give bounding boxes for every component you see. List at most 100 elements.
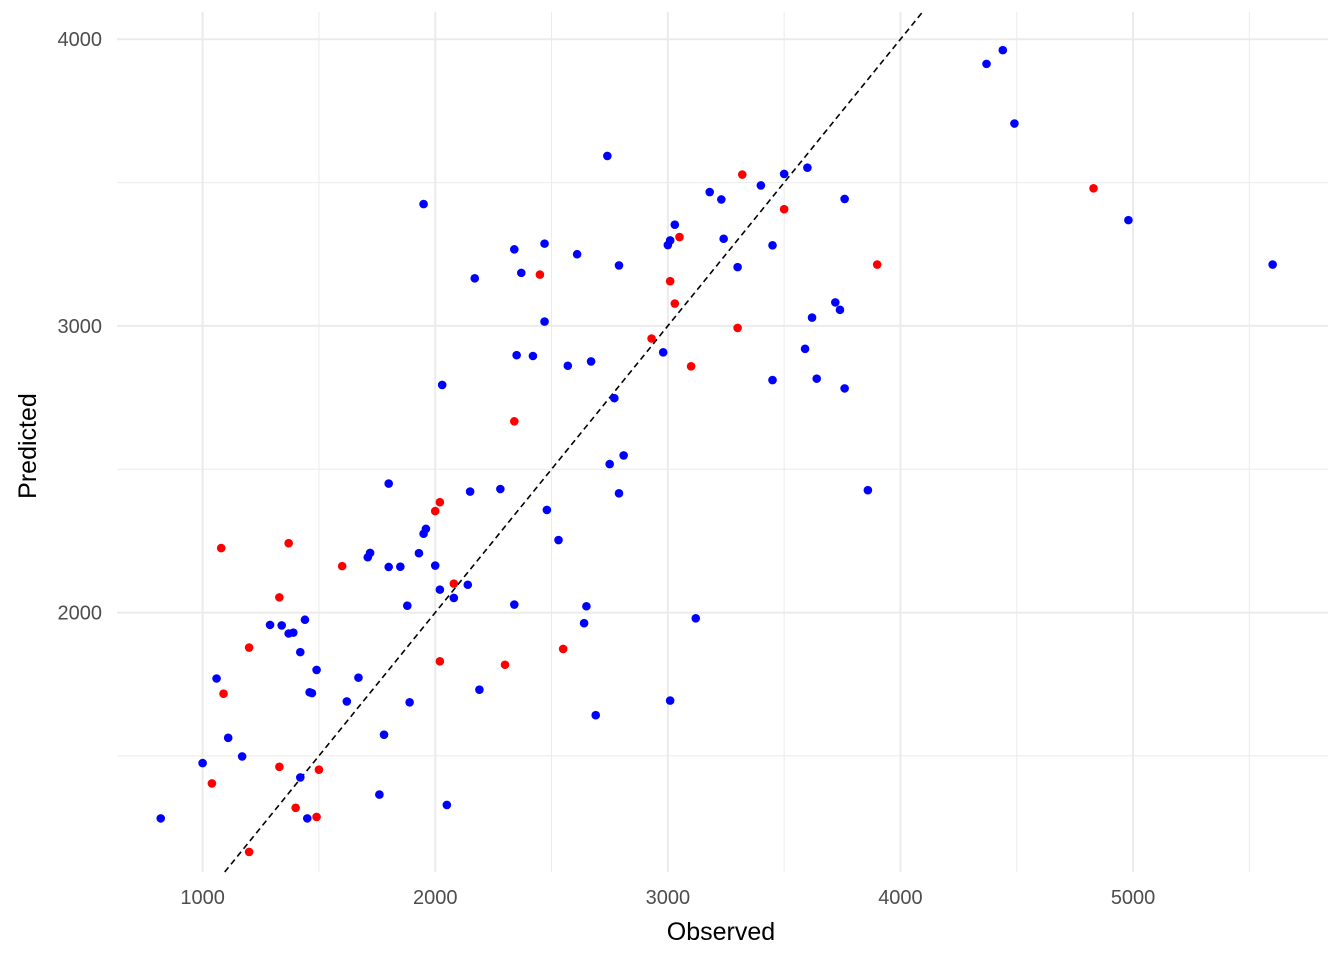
data-point: [207, 779, 217, 788]
data-point: [779, 169, 789, 179]
data-point: [212, 674, 221, 683]
data-point: [572, 249, 582, 259]
data-point: [586, 357, 596, 366]
identity-reference-line: [224, 11, 924, 873]
data-point: [216, 543, 226, 553]
y-axis-title: Predicted: [14, 393, 42, 499]
data-point: [733, 323, 742, 333]
data-point: [835, 305, 845, 315]
data-point: [717, 195, 726, 204]
data-point: [384, 562, 393, 572]
data-point: [737, 170, 747, 179]
data-point: [803, 163, 812, 172]
data-point: [302, 814, 312, 823]
data-point: [807, 313, 817, 322]
data-point: [354, 673, 363, 682]
data-point: [275, 593, 284, 602]
data-point: [300, 615, 310, 625]
data-point: [535, 270, 545, 279]
data-point: [463, 580, 473, 590]
data-point: [670, 220, 680, 230]
minor-gridlines: [117, 12, 1328, 872]
data-point: [563, 361, 573, 371]
data-point: [510, 417, 519, 426]
data-point: [307, 688, 317, 698]
data-point: [337, 561, 347, 571]
data-point: [237, 752, 247, 761]
data-point: [275, 762, 284, 772]
data-point: [554, 535, 563, 545]
data-point: [1010, 119, 1019, 128]
data-point: [405, 697, 414, 707]
data-point: [686, 362, 696, 371]
data-point: [437, 380, 447, 390]
major-gridlines: [117, 12, 1328, 872]
data-point: [435, 497, 445, 507]
data-point: [605, 459, 614, 469]
data-point: [496, 484, 505, 494]
data-point: [982, 59, 991, 69]
data-point: [1268, 260, 1277, 269]
data-point: [812, 374, 822, 383]
data-point: [768, 375, 777, 385]
data-point: [312, 665, 321, 675]
data-point: [223, 733, 233, 743]
data-points: [156, 45, 1277, 857]
data-point: [312, 812, 321, 822]
data-point: [291, 803, 300, 813]
data-point: [614, 489, 624, 498]
data-point: [512, 350, 521, 360]
x-tick-label: 2000: [413, 887, 458, 909]
y-tick-label: 3000: [58, 316, 103, 338]
data-point: [582, 601, 591, 611]
data-point: [691, 614, 701, 623]
data-point: [840, 384, 849, 393]
y-tick-label: 2000: [58, 603, 103, 625]
data-point: [219, 689, 228, 698]
data-point: [470, 274, 480, 283]
data-point: [277, 621, 286, 630]
data-point: [705, 187, 715, 197]
data-point: [603, 151, 612, 161]
x-tick-label: 5000: [1111, 887, 1156, 909]
data-point: [665, 276, 675, 286]
data-point: [840, 194, 849, 204]
data-point: [579, 618, 589, 628]
data-point: [475, 685, 484, 694]
data-point: [244, 847, 254, 857]
data-point: [296, 773, 305, 782]
x-tick-label: 1000: [180, 887, 225, 909]
data-point: [872, 260, 882, 269]
data-point: [296, 647, 305, 657]
data-point: [665, 236, 675, 245]
data-point: [1089, 184, 1098, 193]
data-point: [779, 204, 789, 214]
data-point: [414, 548, 424, 558]
data-point: [619, 451, 628, 460]
data-point: [375, 790, 384, 799]
identity-line-group: [224, 11, 924, 873]
data-point: [647, 334, 656, 343]
data-point: [675, 232, 684, 242]
data-point: [156, 814, 166, 823]
data-point: [465, 487, 475, 496]
data-point: [403, 601, 412, 610]
data-point: [365, 548, 375, 558]
data-point: [510, 600, 519, 609]
data-point: [379, 730, 389, 739]
x-axis-title: Observed: [667, 918, 775, 946]
data-point: [421, 524, 431, 534]
y-tick-label: 4000: [58, 29, 103, 51]
data-point: [1124, 215, 1133, 225]
data-point: [198, 758, 207, 768]
data-point: [342, 697, 352, 706]
data-point: [265, 620, 275, 630]
data-point: [449, 579, 459, 588]
data-point: [435, 657, 445, 666]
data-point: [289, 628, 298, 637]
data-point: [442, 800, 452, 810]
data-point: [591, 710, 601, 720]
data-point: [244, 643, 254, 652]
data-point: [998, 45, 1008, 55]
